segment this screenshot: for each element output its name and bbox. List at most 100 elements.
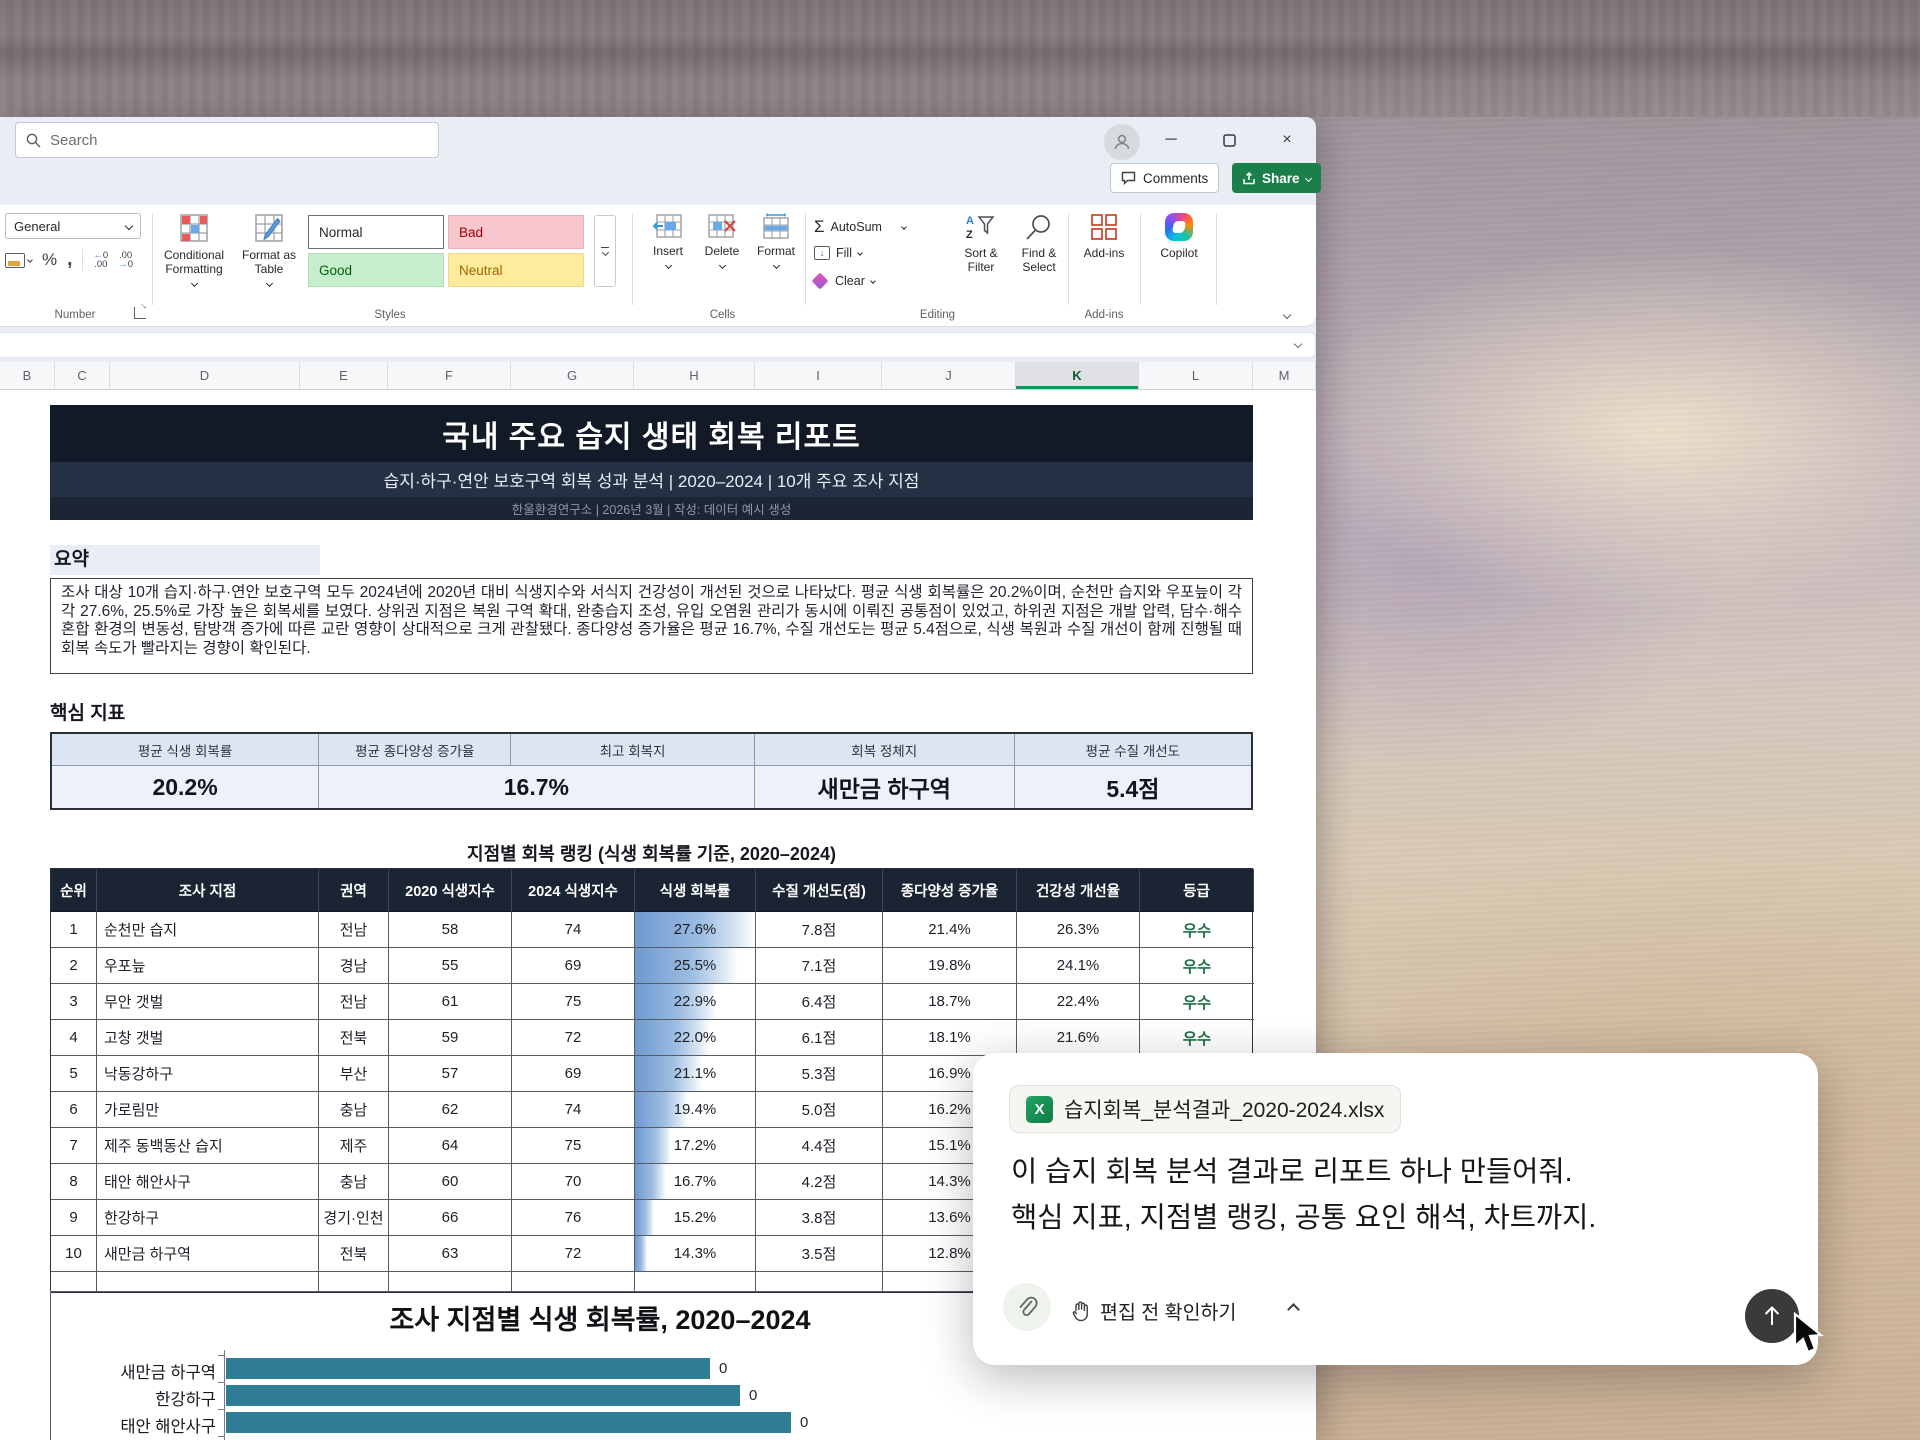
water-cell[interactable]: 7.8점 (756, 912, 883, 948)
health-cell[interactable]: 21.6% (1017, 1020, 1140, 1056)
water-cell[interactable]: 5.3점 (756, 1056, 883, 1092)
site-cell[interactable]: 태안 해안사구 (97, 1164, 319, 1200)
recovery-cell[interactable]: 15.2% (635, 1200, 756, 1236)
search-box[interactable] (15, 122, 439, 158)
site-cell[interactable]: 무안 갯벌 (97, 984, 319, 1020)
water-cell[interactable]: 3.5점 (756, 1236, 883, 1272)
rank-cell[interactable]: 7 (51, 1128, 97, 1164)
collapse-ribbon-chevron[interactable] (1282, 310, 1292, 320)
rank-cell[interactable]: 10 (51, 1236, 97, 1272)
column-header-C[interactable]: C (55, 362, 110, 389)
index-2024-cell[interactable]: 75 (512, 1128, 635, 1164)
index-2024-cell[interactable]: 74 (512, 912, 635, 948)
region-cell[interactable]: 충남 (319, 1164, 389, 1200)
ranking-header-cell[interactable]: 식생 회복률 (635, 869, 756, 912)
ranking-header-cell[interactable]: 권역 (319, 869, 389, 912)
delete-cells-button[interactable]: Delete (696, 213, 748, 270)
kpi-value-cell[interactable]: 20.2% (52, 766, 320, 808)
ranking-header-cell[interactable]: 건강성 개선율 (1017, 869, 1140, 912)
index-2024-cell[interactable]: 69 (512, 1056, 635, 1092)
kpi-header-cell[interactable]: 평균 식생 회복률 (52, 734, 320, 766)
site-cell[interactable]: 가로림만 (97, 1092, 319, 1128)
index-2020-cell[interactable]: 63 (389, 1236, 512, 1272)
water-cell[interactable]: 7.1점 (756, 948, 883, 984)
attached-file-chip[interactable]: X 습지회복_분석결과_2020-2024.xlsx (1009, 1085, 1402, 1133)
fill-button[interactable]: ↓ Fill (814, 246, 863, 260)
recovery-cell[interactable]: 21.1% (635, 1056, 756, 1092)
water-cell[interactable]: 6.4점 (756, 984, 883, 1020)
biodiversity-cell[interactable]: 18.1% (883, 1020, 1017, 1056)
water-cell[interactable]: 3.8점 (756, 1200, 883, 1236)
cell-style-bad[interactable]: Bad (448, 215, 584, 249)
ranking-header-cell[interactable]: 종다양성 증가율 (883, 869, 1017, 912)
rank-cell[interactable]: 3 (51, 984, 97, 1020)
recovery-cell[interactable]: 22.0% (635, 1020, 756, 1056)
rank-cell[interactable]: 4 (51, 1020, 97, 1056)
column-header-L[interactable]: L (1139, 362, 1253, 389)
accounting-format-button[interactable] (5, 252, 33, 268)
health-cell[interactable]: 24.1% (1017, 948, 1140, 984)
water-cell[interactable]: 4.2점 (756, 1164, 883, 1200)
site-cell[interactable]: 제주 동백동산 습지 (97, 1128, 319, 1164)
grade-cell[interactable]: 우수 (1140, 912, 1254, 948)
index-2020-cell[interactable]: 55 (389, 948, 512, 984)
index-2020-cell[interactable]: 62 (389, 1092, 512, 1128)
index-2024-cell[interactable]: 76 (512, 1200, 635, 1236)
kpi-header-cell[interactable]: 회복 정체지 (754, 734, 1015, 766)
site-cell[interactable]: 고창 갯벌 (97, 1020, 319, 1056)
region-cell[interactable]: 경남 (319, 948, 389, 984)
rank-cell[interactable]: 2 (51, 948, 97, 984)
comma-style-button[interactable]: , (67, 249, 73, 270)
water-cell[interactable]: 6.1점 (756, 1020, 883, 1056)
close-button[interactable]: × (1282, 131, 1292, 148)
account-avatar[interactable] (1104, 124, 1140, 160)
search-input[interactable] (50, 131, 428, 149)
ranking-header-cell[interactable]: 순위 (51, 869, 97, 912)
recovery-cell[interactable]: 16.7% (635, 1164, 756, 1200)
water-cell[interactable]: 5.0점 (756, 1092, 883, 1128)
find-select-button[interactable]: Find & Select (1012, 213, 1066, 274)
index-2020-cell[interactable]: 60 (389, 1164, 512, 1200)
region-cell[interactable]: 제주 (319, 1128, 389, 1164)
empty-cell[interactable] (319, 1272, 389, 1292)
column-header-B[interactable]: B (0, 362, 55, 389)
ranking-header-cell[interactable]: 등급 (1140, 869, 1254, 912)
health-cell[interactable]: 22.4% (1017, 984, 1140, 1020)
region-cell[interactable]: 전남 (319, 984, 389, 1020)
send-button[interactable] (1745, 1289, 1799, 1343)
index-2020-cell[interactable]: 58 (389, 912, 512, 948)
empty-cell[interactable] (635, 1272, 756, 1292)
number-dialog-launcher-icon[interactable] (134, 307, 146, 319)
rank-cell[interactable]: 9 (51, 1200, 97, 1236)
share-button[interactable]: Share (1232, 163, 1321, 193)
kpi-header-cell[interactable]: 평균 수질 개선도 (1014, 734, 1251, 766)
index-2024-cell[interactable]: 69 (512, 948, 635, 984)
decrease-decimal-button[interactable]: .00 →0 (118, 250, 133, 270)
index-2024-cell[interactable]: 70 (512, 1164, 635, 1200)
add-ins-button[interactable]: Add-ins (1074, 213, 1134, 260)
ranking-header-cell[interactable]: 2024 식생지수 (512, 869, 635, 912)
ranking-header-cell[interactable]: 조사 지점 (97, 869, 319, 912)
grade-cell[interactable]: 우수 (1140, 984, 1254, 1020)
column-header-H[interactable]: H (634, 362, 755, 389)
region-cell[interactable]: 전북 (319, 1020, 389, 1056)
biodiversity-cell[interactable]: 18.7% (883, 984, 1017, 1020)
cell-style-good[interactable]: Good (308, 253, 444, 287)
biodiversity-cell[interactable]: 19.8% (883, 948, 1017, 984)
kpi-value-cell[interactable]: 5.4점 (1014, 766, 1251, 808)
number-format-dropdown[interactable]: General (5, 213, 141, 239)
formula-bar[interactable] (0, 332, 1316, 358)
recovery-cell[interactable]: 25.5% (635, 948, 756, 984)
cell-style-neutral[interactable]: Neutral (448, 253, 584, 287)
recovery-bar-chart[interactable]: 조사 지점별 식생 회복률, 2020–2024 새만금 하구역 0 한강하구 0 태안… (50, 1290, 1253, 1440)
kpi-value-cell[interactable]: 16.7% (319, 766, 755, 808)
recovery-cell[interactable]: 19.4% (635, 1092, 756, 1128)
recovery-cell[interactable]: 14.3% (635, 1236, 756, 1272)
site-cell[interactable]: 우포늪 (97, 948, 319, 984)
region-cell[interactable]: 경기·인천 (319, 1200, 389, 1236)
recovery-cell[interactable]: 22.9% (635, 984, 756, 1020)
recovery-cell[interactable]: 27.6% (635, 912, 756, 948)
copilot-button[interactable]: Copilot (1148, 213, 1210, 260)
biodiversity-cell[interactable]: 21.4% (883, 912, 1017, 948)
